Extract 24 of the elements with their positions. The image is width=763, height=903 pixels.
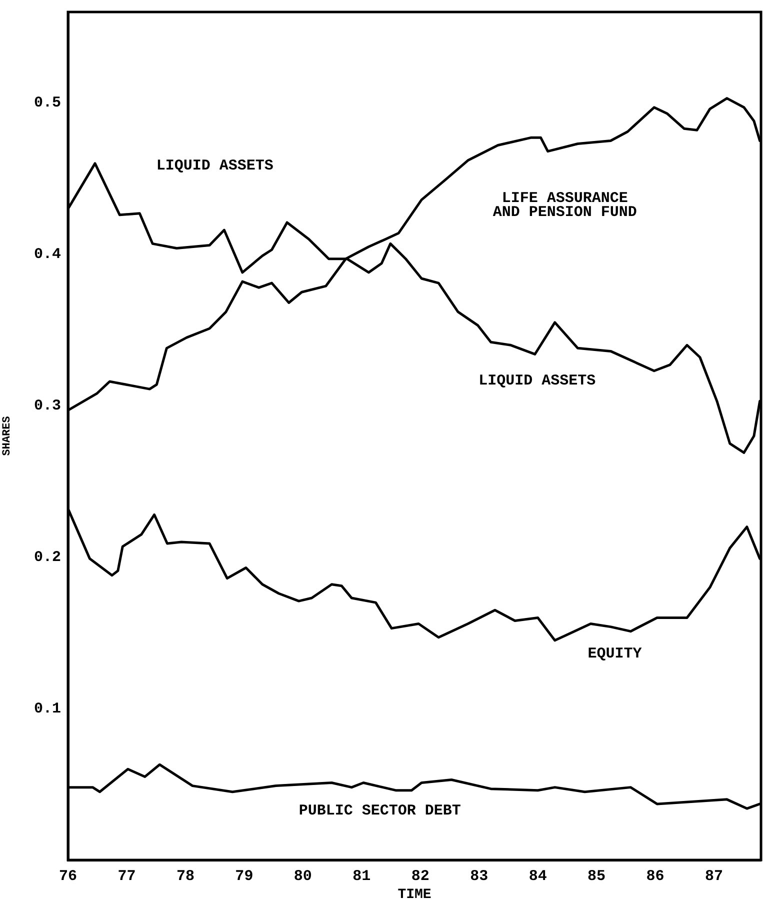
x-tick-label: 83 <box>470 868 488 885</box>
y-tick-label: 0.2 <box>34 548 61 566</box>
y-axis-title: SHARES <box>1 416 14 456</box>
series-label: LIQUID ASSETS <box>478 372 596 390</box>
y-tick-label: 0.3 <box>34 397 61 414</box>
x-tick-label: 76 <box>58 868 78 885</box>
x-tick-label: 85 <box>588 868 606 885</box>
x-tick-label: 80 <box>294 868 312 885</box>
x-axis-title: TIME <box>398 887 432 903</box>
x-tick-label: 81 <box>352 868 371 885</box>
x-tick-label: 87 <box>705 868 724 885</box>
x-tick-label: 82 <box>411 868 430 885</box>
series-label: EQUITY <box>588 646 642 663</box>
text: LIQUID ASSETS <box>156 157 274 174</box>
series-label: PUBLIC SECTOR DEBT <box>298 802 461 820</box>
y-tick-label: 0.5 <box>34 94 61 112</box>
x-tick-label: 86 <box>646 868 664 885</box>
x-tick-label: 78 <box>176 868 194 885</box>
y-tick-label: 0.1 <box>34 700 61 718</box>
text: LIFE ASSURANCE AND PENSION FUND <box>492 190 637 222</box>
y-tick-label: 0.4 <box>34 246 61 264</box>
x-tick-label: 79 <box>235 868 254 885</box>
x-tick-label: 84 <box>528 868 547 885</box>
x-tick-label: 77 <box>118 868 136 885</box>
